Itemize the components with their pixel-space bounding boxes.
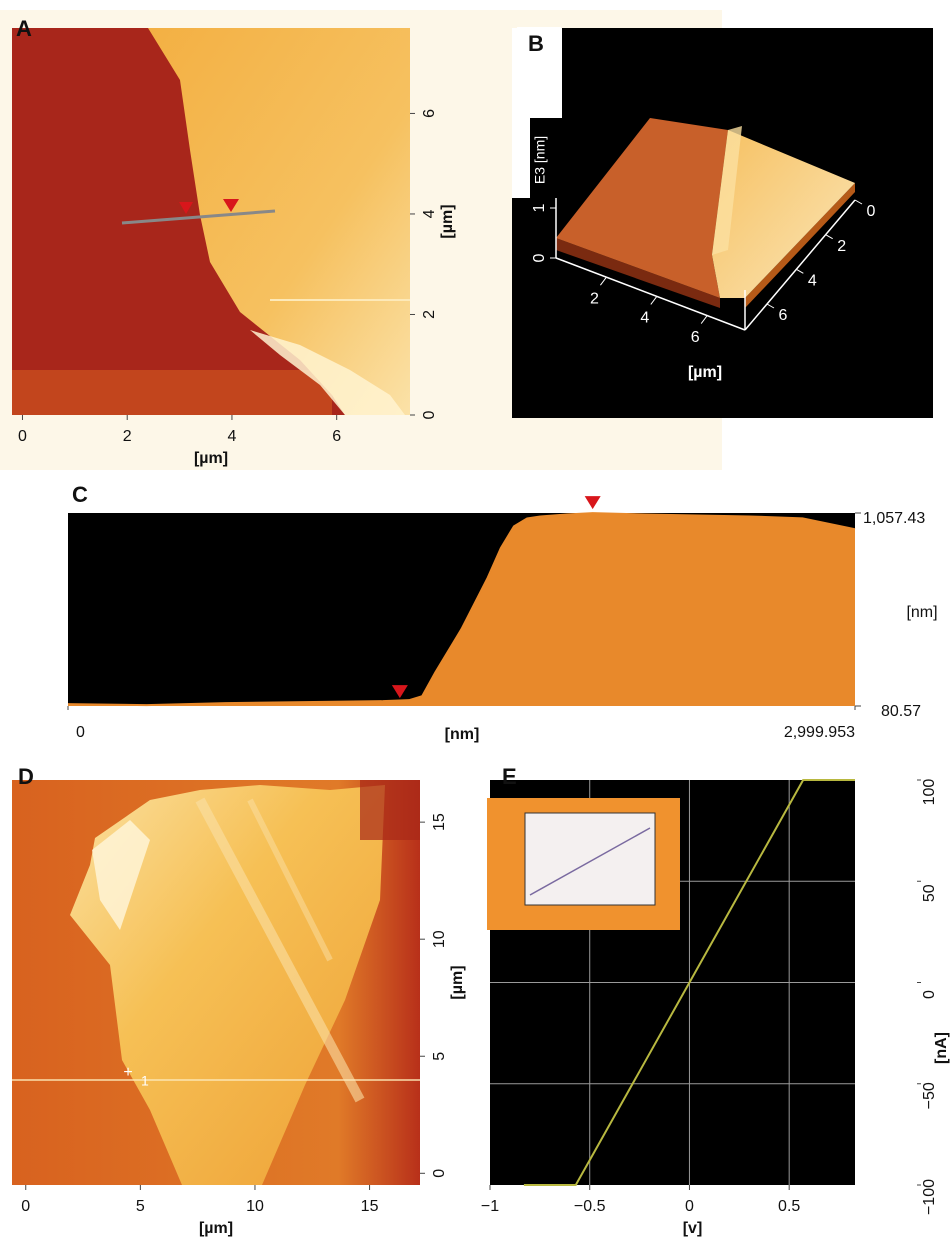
x-tick [700, 315, 708, 324]
afm-highlight [92, 820, 150, 930]
surface-axis [555, 257, 746, 331]
iv-curve [523, 779, 855, 1186]
y-tick [766, 303, 775, 309]
x-tick-label: 0 [21, 1198, 30, 1215]
x-tick-label: −1 [481, 1198, 499, 1215]
afm-grain [70, 785, 385, 1185]
label-box [512, 118, 530, 198]
inset-curve [529, 827, 651, 896]
x-tick-label: 4 [640, 310, 649, 327]
x-tick-label: 0 [18, 428, 27, 445]
section-cursor [179, 202, 193, 214]
y-tick [796, 268, 804, 274]
afm-streak [247, 798, 333, 962]
annotation-cross: + [123, 1064, 132, 1081]
x-tick-label: 15 [361, 1198, 379, 1215]
x-axis-label: [nm] [445, 726, 480, 743]
y-axis-label: [nm] [906, 604, 937, 621]
y-tick-label: −100 [921, 1179, 938, 1215]
panel-letter: D [18, 764, 34, 789]
letter-box [517, 27, 561, 63]
y-tick-label: 10 [431, 930, 448, 948]
y-tick [854, 199, 863, 205]
y-tick-label: −50 [921, 1082, 938, 1109]
surface-axis [744, 199, 856, 331]
x-axis-label: [µm] [688, 364, 722, 381]
afm-streak [195, 797, 365, 1103]
afm-edge [360, 780, 420, 840]
surface-skirt [745, 183, 855, 308]
afm-band [12, 370, 332, 415]
inset-plot [524, 812, 656, 906]
x-tick [600, 276, 607, 286]
y-tick-label: 6 [421, 109, 438, 118]
panel-letter: C [72, 482, 88, 507]
y-tick-label: 100 [921, 779, 938, 806]
annotation: 1 [141, 1073, 149, 1089]
y-tick-label: 80.57 [881, 703, 921, 720]
section-line [121, 209, 276, 225]
y-tick-label: 4 [421, 209, 438, 218]
y-axis-label: [µm] [439, 204, 456, 238]
y-tick-label: 50 [921, 884, 938, 902]
x-tick-label: 0.5 [778, 1198, 800, 1215]
x-tick [650, 296, 658, 305]
y-axis-label: [µm] [449, 965, 466, 999]
z-axis-label: E3 [nm] [532, 136, 548, 184]
y-tick-label: 15 [431, 813, 448, 831]
y-tick-label: 0 [431, 1169, 448, 1178]
x-axis-label: [µm] [194, 450, 228, 467]
x-tick-label: 4 [227, 428, 236, 445]
y-axis-label: [nA] [933, 1032, 950, 1064]
surface-step [712, 126, 742, 255]
section-cursor [223, 199, 239, 212]
y-tick-label: 1,057.43 [863, 510, 925, 527]
cursor [391, 685, 408, 699]
afm-plateau [148, 28, 410, 415]
x-tick-label: 10 [246, 1198, 264, 1215]
surface-upper [712, 130, 855, 298]
y-tick-label: 2 [837, 238, 846, 255]
z-tick-label: 0 [531, 253, 548, 262]
y-tick-label: 4 [808, 273, 817, 290]
profile-line [67, 512, 856, 707]
y-tick-label: 5 [431, 1052, 448, 1061]
x-tick-label: 5 [136, 1198, 145, 1215]
x-tick-label: 2 [590, 290, 599, 307]
panel-letter: E [502, 764, 517, 789]
cursor [584, 496, 601, 510]
y-tick-label: 0 [921, 990, 938, 999]
x-tick-label: 6 [332, 428, 341, 445]
x-tick-label: 6 [691, 329, 700, 346]
x-tick-label: −0.5 [574, 1198, 606, 1215]
afm-highlight [250, 330, 405, 415]
surface-lower [556, 118, 728, 298]
z-tick-label: 1 [531, 203, 548, 212]
x-axis-label: [v] [683, 1220, 703, 1237]
panel-letter: B [528, 31, 544, 56]
y-tick-label: 0 [867, 203, 876, 220]
x-tick-label: 0 [76, 724, 85, 741]
surface-skirt [556, 238, 720, 308]
x-tick-label: 2,999.953 [784, 724, 855, 741]
y-tick-label: 2 [421, 310, 438, 319]
x-axis-label: [µm] [199, 1220, 233, 1237]
profile-fill [68, 513, 855, 706]
x-tick-label: 2 [123, 428, 132, 445]
x-tick-label: 0 [685, 1198, 694, 1215]
y-tick-label: 6 [779, 307, 788, 324]
y-tick-label: 0 [421, 410, 438, 419]
y-tick [825, 234, 833, 240]
panel-letter: A [16, 16, 32, 41]
